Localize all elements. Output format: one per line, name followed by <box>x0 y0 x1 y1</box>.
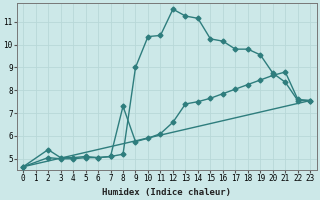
X-axis label: Humidex (Indice chaleur): Humidex (Indice chaleur) <box>102 188 231 197</box>
